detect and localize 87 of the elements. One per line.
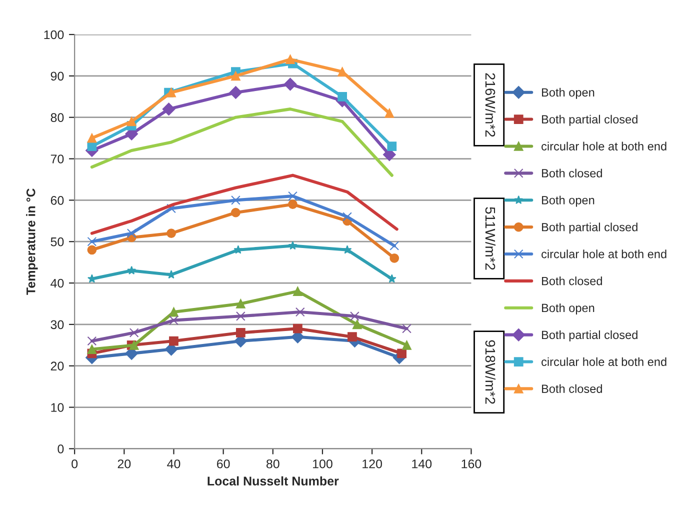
point: [231, 208, 240, 218]
point: [166, 88, 176, 98]
y-axis-title: Temperature in °C: [26, 188, 38, 295]
point: [126, 228, 136, 238]
point: [288, 200, 298, 210]
legend-label: Both partial closed: [542, 330, 638, 342]
legend-label: Both partial closed: [542, 114, 638, 126]
point: [236, 328, 246, 338]
point: [293, 286, 302, 296]
point: [397, 348, 406, 358]
y-tick-label: 60: [50, 196, 64, 205]
x-axis-title: Local Nusselt Number: [208, 476, 339, 486]
point: [169, 336, 178, 346]
point: [342, 245, 352, 254]
line-series: [90, 174, 398, 235]
y-tick-label: 50: [50, 237, 64, 246]
text: 216W/m*2: [485, 73, 496, 137]
point: [229, 86, 242, 99]
x-tick-label: 80: [266, 459, 280, 468]
point: [338, 92, 347, 102]
x-tick-label: 100: [313, 459, 332, 468]
point: [390, 253, 400, 263]
point: [169, 307, 178, 317]
legend-label: circular hole at both end: [542, 142, 666, 150]
point: [166, 228, 176, 238]
point: [402, 340, 412, 350]
legend-label: circular hole at both end: [542, 250, 666, 258]
legend-label: Both closed: [542, 276, 602, 286]
point: [231, 71, 240, 81]
point: [164, 342, 178, 356]
y-tick-label: 100: [44, 30, 64, 40]
y-tick-label: 30: [50, 320, 64, 330]
point: [350, 311, 360, 321]
legend-label: Both closed: [542, 168, 602, 178]
x-tick-label: 40: [167, 459, 180, 468]
y-tick-label: 80: [50, 113, 64, 122]
y-tick-label: 40: [50, 278, 64, 288]
y-tick-label: 10: [51, 403, 64, 412]
point: [129, 328, 139, 338]
point: [87, 344, 97, 354]
point: [352, 320, 362, 330]
point: [288, 241, 298, 250]
point: [87, 336, 97, 346]
point: [348, 332, 357, 342]
x-tick-label: 60: [217, 459, 230, 468]
point: [87, 245, 97, 255]
x-tick-label: 160: [462, 459, 482, 468]
x-tick-label: 120: [362, 459, 382, 468]
legend-label: circular hole at both end: [542, 357, 666, 366]
point: [236, 311, 246, 321]
legend-label: Both open: [542, 88, 594, 99]
point: [390, 241, 400, 250]
y-tick-label: 20: [50, 362, 64, 371]
point: [127, 266, 136, 274]
legend-label: Both closed: [542, 384, 602, 393]
point: [231, 196, 240, 205]
y-tick-label: 70: [50, 154, 64, 164]
text: 918W/m*2: [485, 340, 496, 404]
point: [286, 54, 295, 64]
legend-label: Both open: [542, 196, 594, 207]
point: [284, 78, 297, 91]
point: [288, 191, 298, 201]
point: [387, 142, 397, 152]
point: [162, 102, 176, 116]
x-tick-label: 0: [72, 459, 78, 468]
point: [87, 236, 97, 246]
y-tick-label: 0: [58, 444, 64, 454]
point: [236, 299, 246, 308]
point: [87, 133, 97, 143]
point: [295, 307, 305, 317]
point: [342, 212, 352, 222]
point: [293, 324, 302, 334]
legend-label: Both open: [542, 303, 594, 314]
point: [387, 274, 396, 283]
point: [169, 316, 178, 325]
point: [87, 142, 97, 152]
point: [129, 340, 139, 350]
point: [234, 245, 243, 254]
y-tick-label: 90: [50, 72, 64, 81]
point: [402, 324, 412, 334]
x-tick-label: 140: [412, 459, 432, 468]
point: [384, 108, 394, 118]
line-series: [90, 108, 394, 177]
legend-label: Both partial closed: [542, 222, 638, 234]
x-tick-label: 20: [118, 459, 131, 468]
text: 511W/m*2: [485, 207, 496, 270]
point: [126, 116, 136, 126]
